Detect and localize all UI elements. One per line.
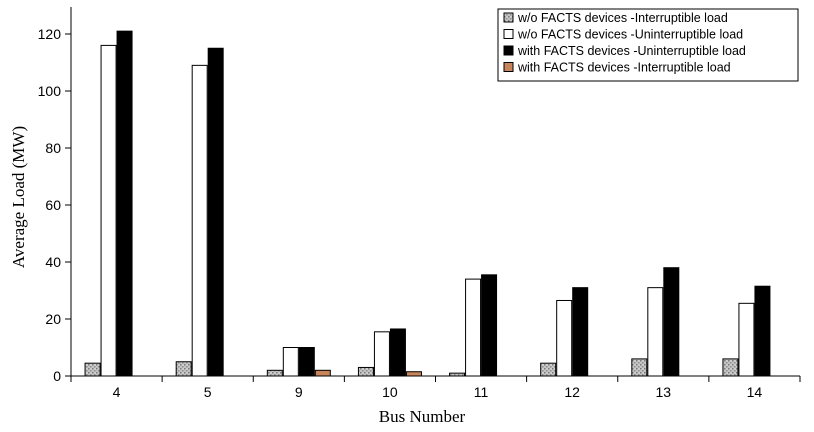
- bar: [754, 285, 771, 377]
- bar: [191, 64, 208, 377]
- bar: [84, 362, 101, 377]
- bar: [266, 369, 283, 377]
- bar: [540, 362, 557, 377]
- bar: [100, 44, 117, 377]
- bar: [449, 372, 466, 377]
- bar: [314, 369, 331, 377]
- x-tick-label: 13: [656, 384, 672, 400]
- bar: [405, 371, 422, 377]
- legend-label: w/o FACTS devices -Interruptible load: [517, 11, 728, 25]
- legend-label: w/o FACTS devices -Uninterruptible load: [517, 28, 743, 42]
- legend-label: with FACTS devices -Uninterruptible load: [517, 44, 746, 58]
- bar: [175, 361, 192, 377]
- x-tick-label: 4: [113, 384, 121, 400]
- bar: [722, 358, 739, 377]
- legend-swatch: [503, 62, 514, 72]
- bar: [357, 366, 374, 377]
- y-tick-label: 60: [45, 197, 61, 213]
- y-tick-label: 80: [45, 140, 61, 156]
- y-tick-label: 40: [45, 254, 61, 270]
- bar: [298, 347, 315, 377]
- y-tick-label: 120: [38, 26, 62, 42]
- legend: w/o FACTS devices -Interruptible load w/o…: [497, 8, 799, 82]
- plot-area: 0 20 40 60 80 100 120 4 5 9 10 11 12 13 14: [38, 7, 801, 400]
- legend-swatch: [503, 45, 514, 56]
- bar: [738, 302, 755, 377]
- bar: [282, 347, 299, 377]
- bar: [207, 47, 224, 377]
- legend-label: with FACTS devices -Interruptible load: [517, 61, 731, 75]
- x-axis-title: Bus Number: [379, 407, 466, 426]
- y-tick-label: 0: [53, 368, 61, 384]
- x-tick-label: 11: [474, 384, 489, 400]
- bar: [389, 328, 406, 377]
- x-tick-label: 5: [204, 384, 212, 400]
- bar: [116, 30, 133, 377]
- y-axis-title: Average Load (MW): [9, 126, 28, 268]
- legend-swatch: [503, 29, 514, 39]
- y-tick-label: 100: [38, 83, 62, 99]
- legend-box: [497, 8, 799, 82]
- bar: [556, 299, 573, 377]
- bar: [663, 267, 680, 377]
- x-tick-label: 14: [747, 384, 763, 400]
- bar: [631, 358, 648, 377]
- x-tick-label: 9: [295, 384, 303, 400]
- x-tick-label: 12: [564, 384, 580, 400]
- y-tick-label: 20: [45, 311, 61, 327]
- bar: [481, 274, 498, 377]
- bar: [465, 278, 482, 377]
- bar: [572, 287, 589, 377]
- bar: [373, 331, 390, 377]
- x-tick-label: 10: [382, 384, 398, 400]
- bar: [647, 287, 664, 377]
- legend-swatch: [503, 12, 514, 23]
